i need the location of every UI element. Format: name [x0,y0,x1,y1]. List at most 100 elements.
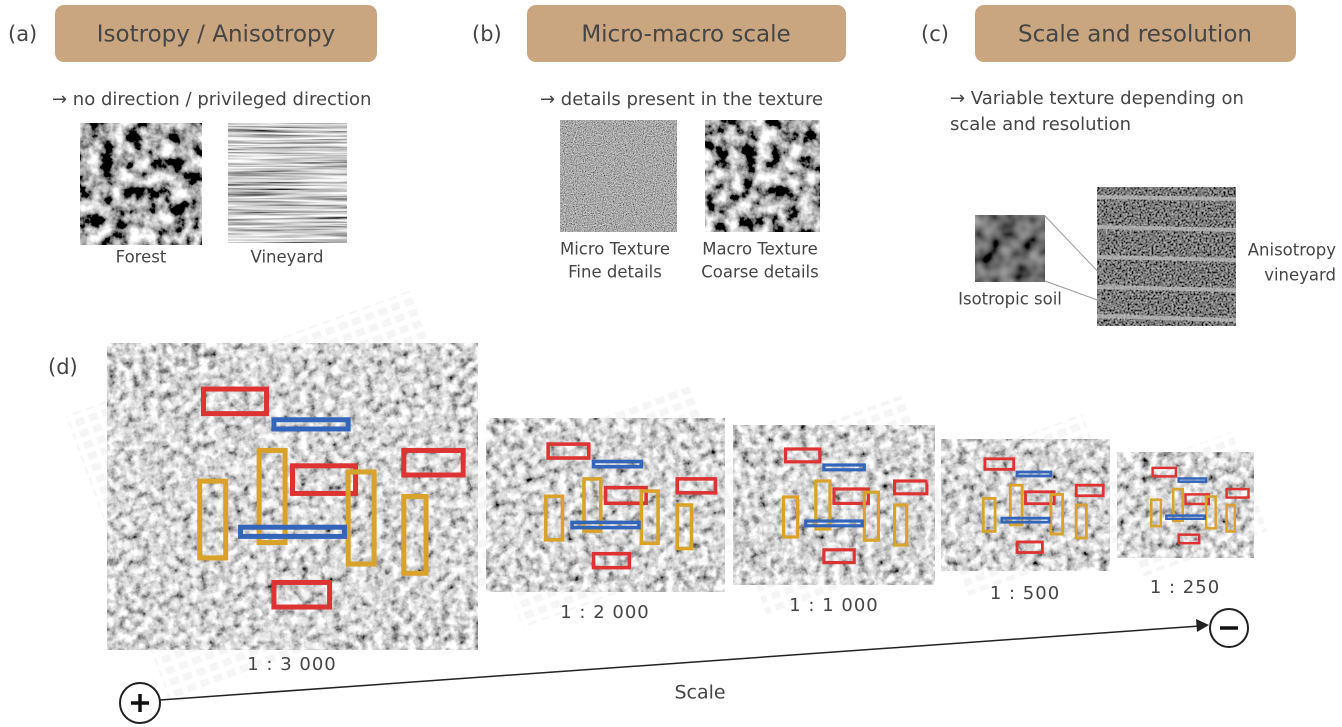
outline [1150,498,1163,528]
axis-label: Scale [674,682,725,704]
outline [570,520,641,530]
outline [1008,483,1024,527]
title-box [975,5,1296,62]
scale-arrow [159,625,1201,701]
plus-icon [119,682,161,724]
scale-label: 1 : 3 000 [247,654,337,675]
zoom-line [1044,215,1126,301]
outline [1015,540,1044,554]
outline [1204,495,1217,530]
outline [591,459,644,469]
urban-image [924,414,1128,596]
vine-row [1096,225,1237,232]
vine-row [1096,195,1237,201]
outline [238,524,347,539]
outline [591,551,632,570]
outline [1024,490,1056,506]
panel-title: Scale and resolution [1018,22,1252,48]
outline [781,495,800,539]
vineyard-image [228,123,347,243]
outline [1225,487,1250,499]
caption: vineyard [1264,266,1336,285]
outline [582,477,603,533]
urban-images [66,289,1268,704]
scale-label: 1 : 500 [990,583,1060,604]
outline [197,478,229,561]
caption: Isotropic soil [958,290,1062,309]
caption: Fine details [568,263,662,282]
urban-image [66,289,520,704]
description: → details present in the texture [540,89,823,110]
scale-label: 1 : 1 000 [789,595,879,616]
vine-row [1096,314,1237,322]
outline [675,477,718,495]
outline [1225,503,1237,533]
description: → Variable texture depending on [950,88,1244,109]
outline [401,494,429,576]
panel-label: (b) [472,22,502,46]
outline [401,447,466,478]
zoom-line [1044,280,1126,311]
panel-title: Micro-macro scale [581,22,790,48]
forest-image [80,123,202,245]
caption: Macro Texture [702,240,818,259]
outline [345,469,377,567]
houses [66,289,520,704]
caption: Forest [116,248,167,267]
outline [271,579,333,610]
outline [822,548,856,565]
panel-title: Isotropy / Anisotropy [97,22,335,48]
outline [1000,516,1051,524]
urban-image [712,395,957,614]
outline [783,447,822,464]
outline [832,487,870,505]
outline [862,490,881,542]
vineyard-zoom-image [1096,187,1237,326]
soil-image [975,215,1045,282]
vine-rows [1096,195,1237,322]
scale-label: 1 : 2 000 [560,602,650,623]
outline [1151,466,1178,478]
caption: Vineyard [251,248,324,267]
outline [1074,503,1088,540]
vine-row [1096,255,1237,262]
outline [983,457,1016,471]
outline [639,489,660,546]
outline [1049,493,1065,536]
outline [675,503,694,551]
outline [1015,470,1053,478]
panel-label: (a) [8,22,37,46]
macro-image [705,120,820,232]
urban-image [1103,432,1268,578]
outline [603,485,648,506]
outline [981,496,997,533]
outline [271,417,351,432]
outline [1177,533,1201,545]
micro-image [560,120,677,232]
outline [804,519,864,528]
outline [1074,483,1105,498]
title-box [527,5,846,62]
houses [712,395,957,614]
outline [546,442,591,460]
outline [814,479,832,531]
outline [1184,493,1211,506]
title-box [55,5,377,62]
caption: Micro Texture [560,240,670,259]
description: → no direction / privileged direction [52,89,371,110]
vine-row [1096,285,1237,292]
plus-sign [131,694,149,712]
outline [256,447,288,546]
outline [290,463,359,496]
caption: Anisotropy [1248,241,1336,260]
urban-image [463,382,747,627]
scale-label: 1 : 250 [1150,577,1220,598]
outline [200,386,270,417]
outline [543,494,565,542]
outline [1171,487,1184,523]
caption: Coarse details [701,263,818,282]
outline [893,503,909,547]
